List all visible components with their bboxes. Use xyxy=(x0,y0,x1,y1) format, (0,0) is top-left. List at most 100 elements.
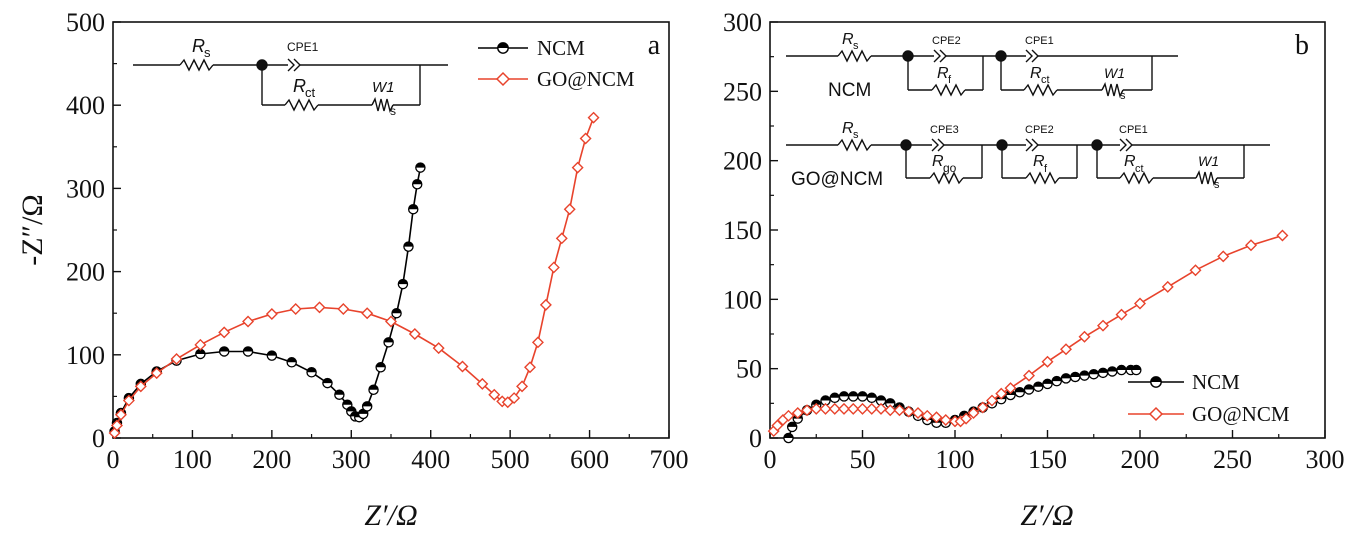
data-point-go-ncm xyxy=(1078,330,1091,343)
data-point-go-ncm xyxy=(134,380,147,393)
series-go-ncm xyxy=(108,111,600,439)
data-point-go-ncm xyxy=(524,361,536,374)
data-point-go-ncm xyxy=(995,387,1008,400)
data-point-ncm xyxy=(1060,373,1072,384)
data-point-go-ncm xyxy=(1097,319,1109,332)
label-rct-sub-go-b: ct xyxy=(1135,163,1144,175)
label-w1-go-b: W1 xyxy=(1198,153,1219,169)
data-point-go-ncm xyxy=(939,413,952,426)
data-point-ncm xyxy=(368,384,379,395)
label-rf-sub-go-b: f xyxy=(1044,163,1048,175)
data-point-ncm xyxy=(1051,375,1063,387)
label-rs-sub-ncm-b: s xyxy=(853,40,859,52)
circuit-label-rs-sub-a: s xyxy=(204,45,211,60)
data-point-ncm xyxy=(1097,367,1109,379)
data-point-go-ncm xyxy=(1161,280,1174,293)
panel-label-b: b xyxy=(1295,30,1309,61)
label-rf-ncm-b: R xyxy=(937,65,949,82)
legend-label-go-ncm-a: GO@NCM xyxy=(537,67,635,91)
data-point-go-ncm xyxy=(242,315,255,328)
series-ncm xyxy=(783,364,1142,444)
data-point-go-ncm xyxy=(547,261,560,274)
x-tick-label: 100 xyxy=(936,445,975,474)
label-rct-sub-ncm-b: ct xyxy=(1041,74,1050,86)
data-point-ncm xyxy=(375,362,386,373)
data-point-go-ncm xyxy=(1115,308,1128,321)
data-point-ncm xyxy=(1088,368,1100,380)
legend-label-ncm-a: NCM xyxy=(537,36,585,60)
circuit-labels-a: R s CPE1 R ct W1 s xyxy=(192,36,396,118)
data-point-go-ncm xyxy=(110,419,123,432)
data-point-ncm xyxy=(838,391,850,402)
label-rct-ncm-b: R xyxy=(1030,65,1042,82)
data-point-ncm xyxy=(786,421,798,433)
y-tick-labels-b: 0 50 100 150 200 250 300 xyxy=(723,8,762,453)
legend-marker-go-ncm-a xyxy=(495,71,511,87)
data-point-go-ncm xyxy=(902,405,915,418)
series-line-go-ncm xyxy=(113,117,595,434)
data-point-go-ncm xyxy=(782,409,795,422)
data-point-ncm xyxy=(848,391,859,402)
data-point-go-ncm xyxy=(108,427,121,439)
series-ncm xyxy=(109,162,426,437)
x-axis-label-b: Z′/Ω xyxy=(1020,499,1073,532)
data-point-go-ncm xyxy=(1276,229,1289,242)
data-point-go-ncm xyxy=(1004,382,1017,395)
data-point-go-ncm xyxy=(265,308,278,321)
x-tick-label: 50 xyxy=(850,445,876,474)
warburg-w1-a xyxy=(371,96,394,114)
circuit-label-rs-a: R xyxy=(192,36,205,56)
ticks-a xyxy=(112,21,670,439)
data-point-go-ncm xyxy=(1189,264,1202,277)
data-point-ncm xyxy=(195,348,206,360)
label-w1-sub-ncm-b: s xyxy=(1120,90,1126,102)
data-point-go-ncm xyxy=(114,408,127,421)
data-point-go-ncm xyxy=(912,407,924,420)
label-rf-sub-ncm-b: f xyxy=(948,74,952,86)
data-point-ncm xyxy=(242,346,254,357)
data-point-go-ncm xyxy=(1217,250,1230,263)
data-point-go-ncm xyxy=(1134,297,1146,310)
data-point-go-ncm xyxy=(791,407,804,420)
data-point-ncm xyxy=(391,307,402,319)
data-point-ncm xyxy=(266,350,278,361)
data-point-ncm xyxy=(411,178,423,190)
data-point-ncm xyxy=(1042,378,1053,390)
y-tick-label: 500 xyxy=(66,8,105,37)
data-point-go-ncm xyxy=(1060,343,1072,356)
data-point-go-ncm xyxy=(986,394,998,407)
data-point-ncm xyxy=(357,408,369,420)
x-tick-labels-a: 0 100 200 300 400 500 600 700 xyxy=(107,445,689,474)
legend-entry-ncm-a: NCM xyxy=(478,36,585,60)
label-cpe2-ncm-b: CPE2 xyxy=(932,35,961,47)
label-rgo-sub-go-b: go xyxy=(943,161,957,175)
label-cpe1-ncm-b: CPE1 xyxy=(1025,35,1054,47)
data-point-ncm xyxy=(322,377,333,389)
circuit-labels-ncm-b: NCM R s CPE2 R f CPE1 R ct W1 s xyxy=(828,31,1126,102)
panel-label-a: a xyxy=(648,30,661,61)
data-point-go-ncm xyxy=(150,367,163,380)
legend-marker-ncm-a xyxy=(497,42,509,54)
data-point-go-ncm xyxy=(930,411,943,424)
data-point-go-ncm xyxy=(337,303,350,316)
data-point-go-ncm xyxy=(218,326,231,339)
y-tick-label: 250 xyxy=(723,77,762,106)
y-tick-labels-a: 0 100 200 300 400 500 xyxy=(66,8,105,453)
legend-marker-go-ncm-b xyxy=(1148,406,1164,422)
data-point-go-ncm xyxy=(122,394,135,407)
label-rf-go-b: R xyxy=(1033,153,1045,170)
label-rgo-go-b: R xyxy=(932,153,944,170)
data-point-go-ncm xyxy=(921,409,934,422)
x-axis-label-a: Z′/Ω xyxy=(364,499,417,532)
equivalent-circuit-a xyxy=(133,58,448,114)
data-point-go-ncm xyxy=(361,307,374,320)
y-tick-label: 50 xyxy=(736,355,762,384)
x-tick-label: 300 xyxy=(332,445,371,474)
data-point-go-ncm xyxy=(408,328,421,340)
data-point-go-ncm xyxy=(563,203,576,216)
data-point-ncm xyxy=(1079,370,1090,381)
data-point-ncm xyxy=(306,367,317,378)
data-point-go-ncm xyxy=(539,298,552,311)
cpe1-a xyxy=(287,58,295,72)
data-point-go-ncm xyxy=(865,402,878,415)
